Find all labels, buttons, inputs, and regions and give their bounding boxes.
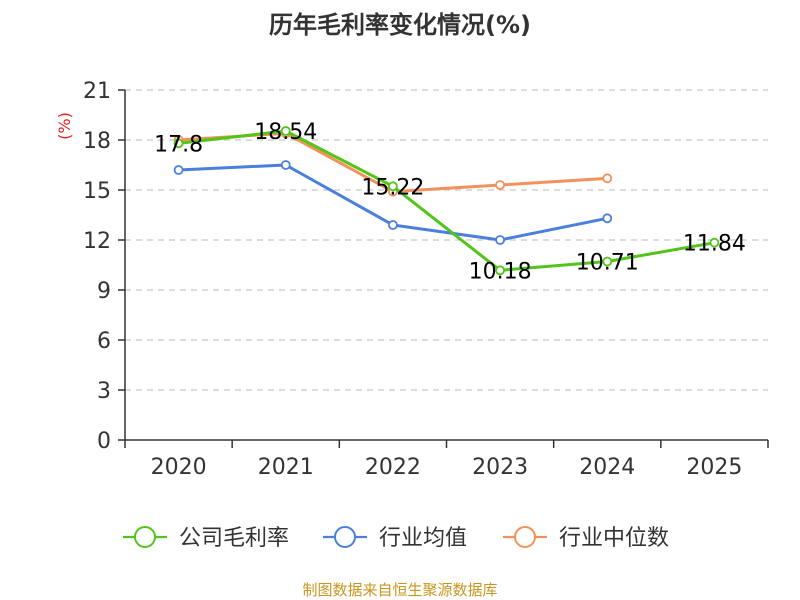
data-label: 10.71 (576, 251, 639, 276)
legend-label: 公司毛利率 (179, 526, 289, 551)
legend-marker (134, 526, 156, 548)
data-label: 18.54 (254, 120, 317, 145)
chart-title: 历年毛利率变化情况(%) (269, 11, 531, 39)
data-point (173, 138, 184, 149)
axis-layer: 0 3 6 9 12 15 18 21 2020 2021 2022 2023 2024 2025 (83, 79, 769, 480)
x-tick-label: 2023 (472, 455, 528, 480)
y-tick-label: 3 (97, 379, 111, 404)
y-tick-label: 18 (83, 129, 111, 154)
legend: 公司毛利率 行业均值 行业中位数 (123, 526, 669, 551)
source-note: 制图数据来自恒生聚源数据库 (302, 581, 497, 599)
y-tick-label: 6 (97, 329, 111, 354)
data-label: 15.22 (361, 175, 424, 200)
legend-marker (334, 526, 356, 548)
data-point (495, 265, 505, 276)
data-point (173, 165, 184, 175)
data-point (388, 181, 398, 192)
y-tick-label: 21 (83, 79, 111, 104)
data-label: 11.84 (683, 232, 746, 257)
legend-label: 行业均值 (379, 526, 467, 551)
data-point (602, 256, 613, 267)
x-tick-label: 2021 (258, 455, 314, 480)
x-tick-label: 2020 (151, 455, 207, 480)
y-tick-label: 9 (97, 279, 111, 304)
legend-marker (514, 526, 536, 548)
data-point (602, 173, 613, 184)
y-tick-label: 0 (97, 429, 111, 454)
series-line (178, 129, 715, 272)
y-tick-label: 12 (83, 229, 111, 254)
x-tick-label: 2025 (686, 455, 742, 480)
series-layer (173, 126, 720, 276)
data-point (709, 237, 720, 248)
y-tick-label: 15 (83, 179, 111, 204)
data-point (495, 235, 505, 245)
legend-label: 行业中位数 (559, 526, 669, 551)
y-axis-unit: (%) (55, 112, 74, 140)
data-point (495, 180, 505, 190)
data-point (602, 213, 613, 224)
data-label-layer: 17.8 18.54 15.22 10.18 10.71 11.84 (154, 120, 746, 284)
x-tick-label: 2022 (365, 455, 421, 480)
data-label: 17.8 (154, 132, 203, 157)
data-point (280, 160, 291, 170)
x-tick-label: 2024 (579, 455, 635, 480)
data-point (280, 126, 291, 136)
data-label: 10.18 (469, 259, 532, 284)
grid-layer (125, 89, 768, 391)
data-point (388, 220, 398, 230)
